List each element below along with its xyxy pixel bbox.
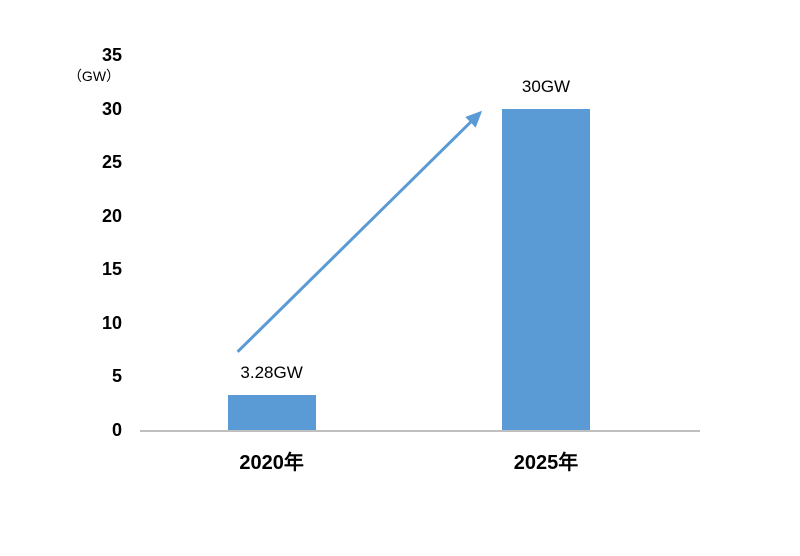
bar-value-label: 30GW	[521, 76, 571, 96]
y-axis-tick-label: 25	[101, 152, 122, 173]
y-axis-tick-label: 35	[101, 45, 122, 65]
plot-area	[140, 55, 700, 432]
y-axis-tick-label: 15	[101, 259, 122, 280]
y-axis-tick-label: 5	[111, 366, 122, 387]
y-axis-tick-label: 30	[101, 98, 122, 119]
y-axis-tick-label: 10	[101, 312, 122, 333]
bar-value-label: 3.28GW	[240, 362, 303, 382]
bar-2025	[502, 108, 590, 430]
y-axis-tick-label: 0	[111, 420, 122, 440]
x-axis-label: 2025年	[513, 452, 579, 474]
y-axis-tick-label: 20	[101, 205, 122, 226]
x-axis-label: 2020年	[239, 452, 304, 474]
y-axis-unit-label: （GW）	[67, 68, 121, 84]
bar-2020	[227, 394, 316, 430]
